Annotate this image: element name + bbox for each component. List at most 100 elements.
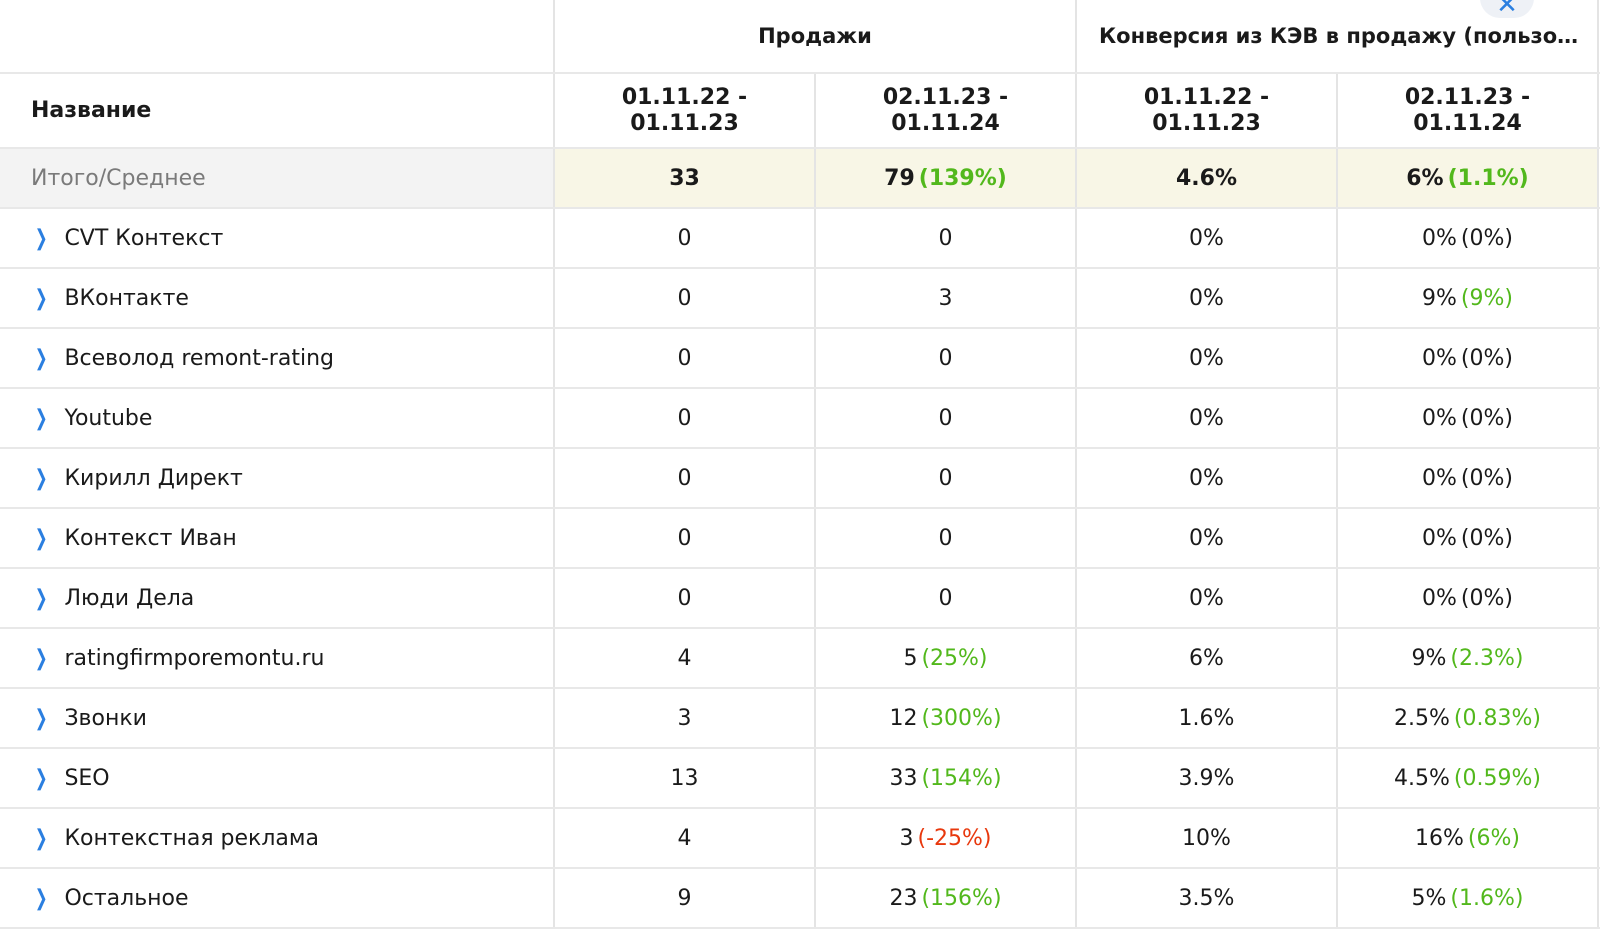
- row-conv-prev: 0%: [1077, 329, 1338, 387]
- row-conv-cur: 9% (2.3%): [1338, 629, 1599, 687]
- total-sales-cur: 79 (139%): [816, 149, 1077, 207]
- row-conv-cur: 9% (9%): [1338, 269, 1599, 327]
- row-conv-cur-value: 2.5%: [1394, 705, 1450, 731]
- period-line2: 01.11.24: [891, 110, 1000, 136]
- row-name-cell: ❯ Контекстная реклама: [0, 809, 555, 867]
- row-conv-delta: (0%): [1460, 525, 1513, 551]
- period-line1: 02.11.23 -: [882, 84, 1009, 110]
- row-name-cell: ❯ Контекст Иван: [0, 509, 555, 567]
- table-row[interactable]: ❯ Остальное 9 23 (156%) 3.5% 5% (1.6%): [0, 869, 1600, 929]
- group-header-sales[interactable]: Продажи: [555, 0, 1077, 72]
- table-row[interactable]: ❯ SEO 13 33 (154%) 3.9% 4.5% (0.59%): [0, 749, 1600, 809]
- row-sales-prev: 0: [555, 569, 816, 627]
- chevron-right-icon[interactable]: ❯: [34, 825, 48, 851]
- row-name-cell: ❯ ratingfirmporemontu.ru: [0, 629, 555, 687]
- chevron-right-icon[interactable]: ❯: [34, 765, 48, 791]
- row-sales-cur-value: 12: [889, 705, 918, 731]
- row-conv-delta: (0%): [1460, 225, 1513, 251]
- chevron-right-icon[interactable]: ❯: [34, 585, 48, 611]
- row-conv-prev: 0%: [1077, 449, 1338, 507]
- row-sales-cur: 23 (156%): [816, 869, 1077, 927]
- row-sales-prev: 0: [555, 269, 816, 327]
- column-header-conv-prev[interactable]: 01.11.22 -01.11.23: [1077, 74, 1338, 147]
- row-conv-cur: 0% (0%): [1338, 509, 1599, 567]
- row-sales-prev: 0: [555, 209, 816, 267]
- row-sales-delta: (300%): [921, 705, 1002, 731]
- row-name: ВКонтакте: [64, 285, 189, 311]
- row-sales-prev: 13: [555, 749, 816, 807]
- row-sales-prev: 0: [555, 449, 816, 507]
- row-sales-cur-value: 3: [938, 285, 953, 311]
- group-header-conversion[interactable]: Конверсия из КЭВ в продажу (пользовате..…: [1077, 0, 1599, 72]
- row-name-cell: ❯ SEO: [0, 749, 555, 807]
- row-sales-cur-value: 0: [938, 465, 953, 491]
- row-sales-prev: 9: [555, 869, 816, 927]
- row-conv-prev: 3.9%: [1077, 749, 1338, 807]
- table-row[interactable]: ❯ Контекст Иван 0 0 0% 0% (0%): [0, 509, 1600, 569]
- chevron-right-icon[interactable]: ❯: [34, 525, 48, 551]
- period-line1: 01.11.22 -: [621, 84, 748, 110]
- column-header-conv-cur[interactable]: 02.11.23 -01.11.24: [1338, 74, 1599, 147]
- close-button[interactable]: ✕: [1480, 0, 1534, 18]
- row-conv-prev-value: 0%: [1189, 525, 1224, 551]
- row-sales-prev-value: 3: [677, 705, 692, 731]
- group-header-conversion-label: Конверсия из КЭВ в продажу (пользовате..…: [1099, 24, 1579, 48]
- column-header-sales-prev[interactable]: 01.11.22 -01.11.23: [555, 74, 816, 147]
- chevron-right-icon[interactable]: ❯: [34, 885, 48, 911]
- chevron-right-icon[interactable]: ❯: [34, 465, 48, 491]
- chevron-right-icon[interactable]: ❯: [34, 285, 48, 311]
- row-conv-prev: 0%: [1077, 209, 1338, 267]
- row-conv-prev-value: 0%: [1189, 345, 1224, 371]
- row-sales-cur: 3: [816, 269, 1077, 327]
- table-row[interactable]: ❯ Кирилл Директ 0 0 0% 0% (0%): [0, 449, 1600, 509]
- table-row[interactable]: ❯ Люди Дела 0 0 0% 0% (0%): [0, 569, 1600, 629]
- row-name-cell: ❯ CVT Контекст: [0, 209, 555, 267]
- period-line1: 02.11.23 -: [1404, 84, 1531, 110]
- row-sales-cur-value: 0: [938, 405, 953, 431]
- table-row[interactable]: ❯ CVT Контекст 0 0 0% 0% (0%): [0, 209, 1600, 269]
- column-header-name[interactable]: Название: [0, 74, 555, 147]
- row-conv-delta: (6%): [1467, 825, 1520, 851]
- row-conv-prev-value: 6%: [1189, 645, 1224, 671]
- table-row[interactable]: ❯ ВКонтакте 0 3 0% 9% (9%): [0, 269, 1600, 329]
- row-conv-prev-value: 0%: [1189, 405, 1224, 431]
- row-name: CVT Контекст: [64, 225, 224, 251]
- row-name-cell: ❯ Youtube: [0, 389, 555, 447]
- row-sales-prev-value: 13: [670, 765, 699, 791]
- table-row[interactable]: ❯ Youtube 0 0 0% 0% (0%): [0, 389, 1600, 449]
- row-sales-cur: 0: [816, 509, 1077, 567]
- row-name: Кирилл Директ: [64, 465, 243, 491]
- chevron-right-icon[interactable]: ❯: [34, 345, 48, 371]
- row-conv-prev-value: 0%: [1189, 225, 1224, 251]
- row-conv-cur: 0% (0%): [1338, 389, 1599, 447]
- table-row[interactable]: ❯ Звонки 3 12 (300%) 1.6% 2.5% (0.83%): [0, 689, 1600, 749]
- row-name: Контекст Иван: [64, 525, 237, 551]
- column-header-sales-cur[interactable]: 02.11.23 -01.11.24: [816, 74, 1077, 147]
- total-sales-prev: 33: [555, 149, 816, 207]
- row-conv-prev-value: 1.6%: [1178, 705, 1235, 731]
- column-header-row: Название 01.11.22 -01.11.23 02.11.23 -01…: [0, 74, 1600, 149]
- row-sales-prev-value: 0: [677, 345, 692, 371]
- row-conv-cur: 16% (6%): [1338, 809, 1599, 867]
- table-row[interactable]: ❯ Контекстная реклама 4 3 (-25%) 10% 16% (6%): [0, 809, 1600, 869]
- table-row[interactable]: ❯ Всеволод remont-rating 0 0 0% 0% (0%): [0, 329, 1600, 389]
- total-sales-cur-value: 79: [884, 165, 915, 191]
- row-conv-cur-value: 0%: [1422, 465, 1457, 491]
- row-sales-cur: 3 (-25%): [816, 809, 1077, 867]
- row-name-cell: ❯ Звонки: [0, 689, 555, 747]
- chevron-right-icon[interactable]: ❯: [34, 705, 48, 731]
- row-sales-delta: (25%): [921, 645, 988, 671]
- row-conv-prev: 6%: [1077, 629, 1338, 687]
- chevron-right-icon[interactable]: ❯: [34, 405, 48, 431]
- period-line2: 01.11.23: [1152, 110, 1261, 136]
- group-header-row: Продажи Конверсия из КЭВ в продажу (поль…: [0, 0, 1600, 74]
- row-conv-prev: 0%: [1077, 569, 1338, 627]
- total-row: Итого/Среднее 33 79 (139%) 4.6% 6% (1.1%…: [0, 149, 1600, 209]
- row-conv-cur-value: 0%: [1422, 525, 1457, 551]
- row-conv-prev-value: 0%: [1189, 585, 1224, 611]
- table-row[interactable]: ❯ ratingfirmporemontu.ru 4 5 (25%) 6% 9% (2.3%): [0, 629, 1600, 689]
- chevron-right-icon[interactable]: ❯: [34, 645, 48, 671]
- period-line1: 01.11.22 -: [1143, 84, 1270, 110]
- chevron-right-icon[interactable]: ❯: [34, 225, 48, 251]
- row-conv-prev: 0%: [1077, 269, 1338, 327]
